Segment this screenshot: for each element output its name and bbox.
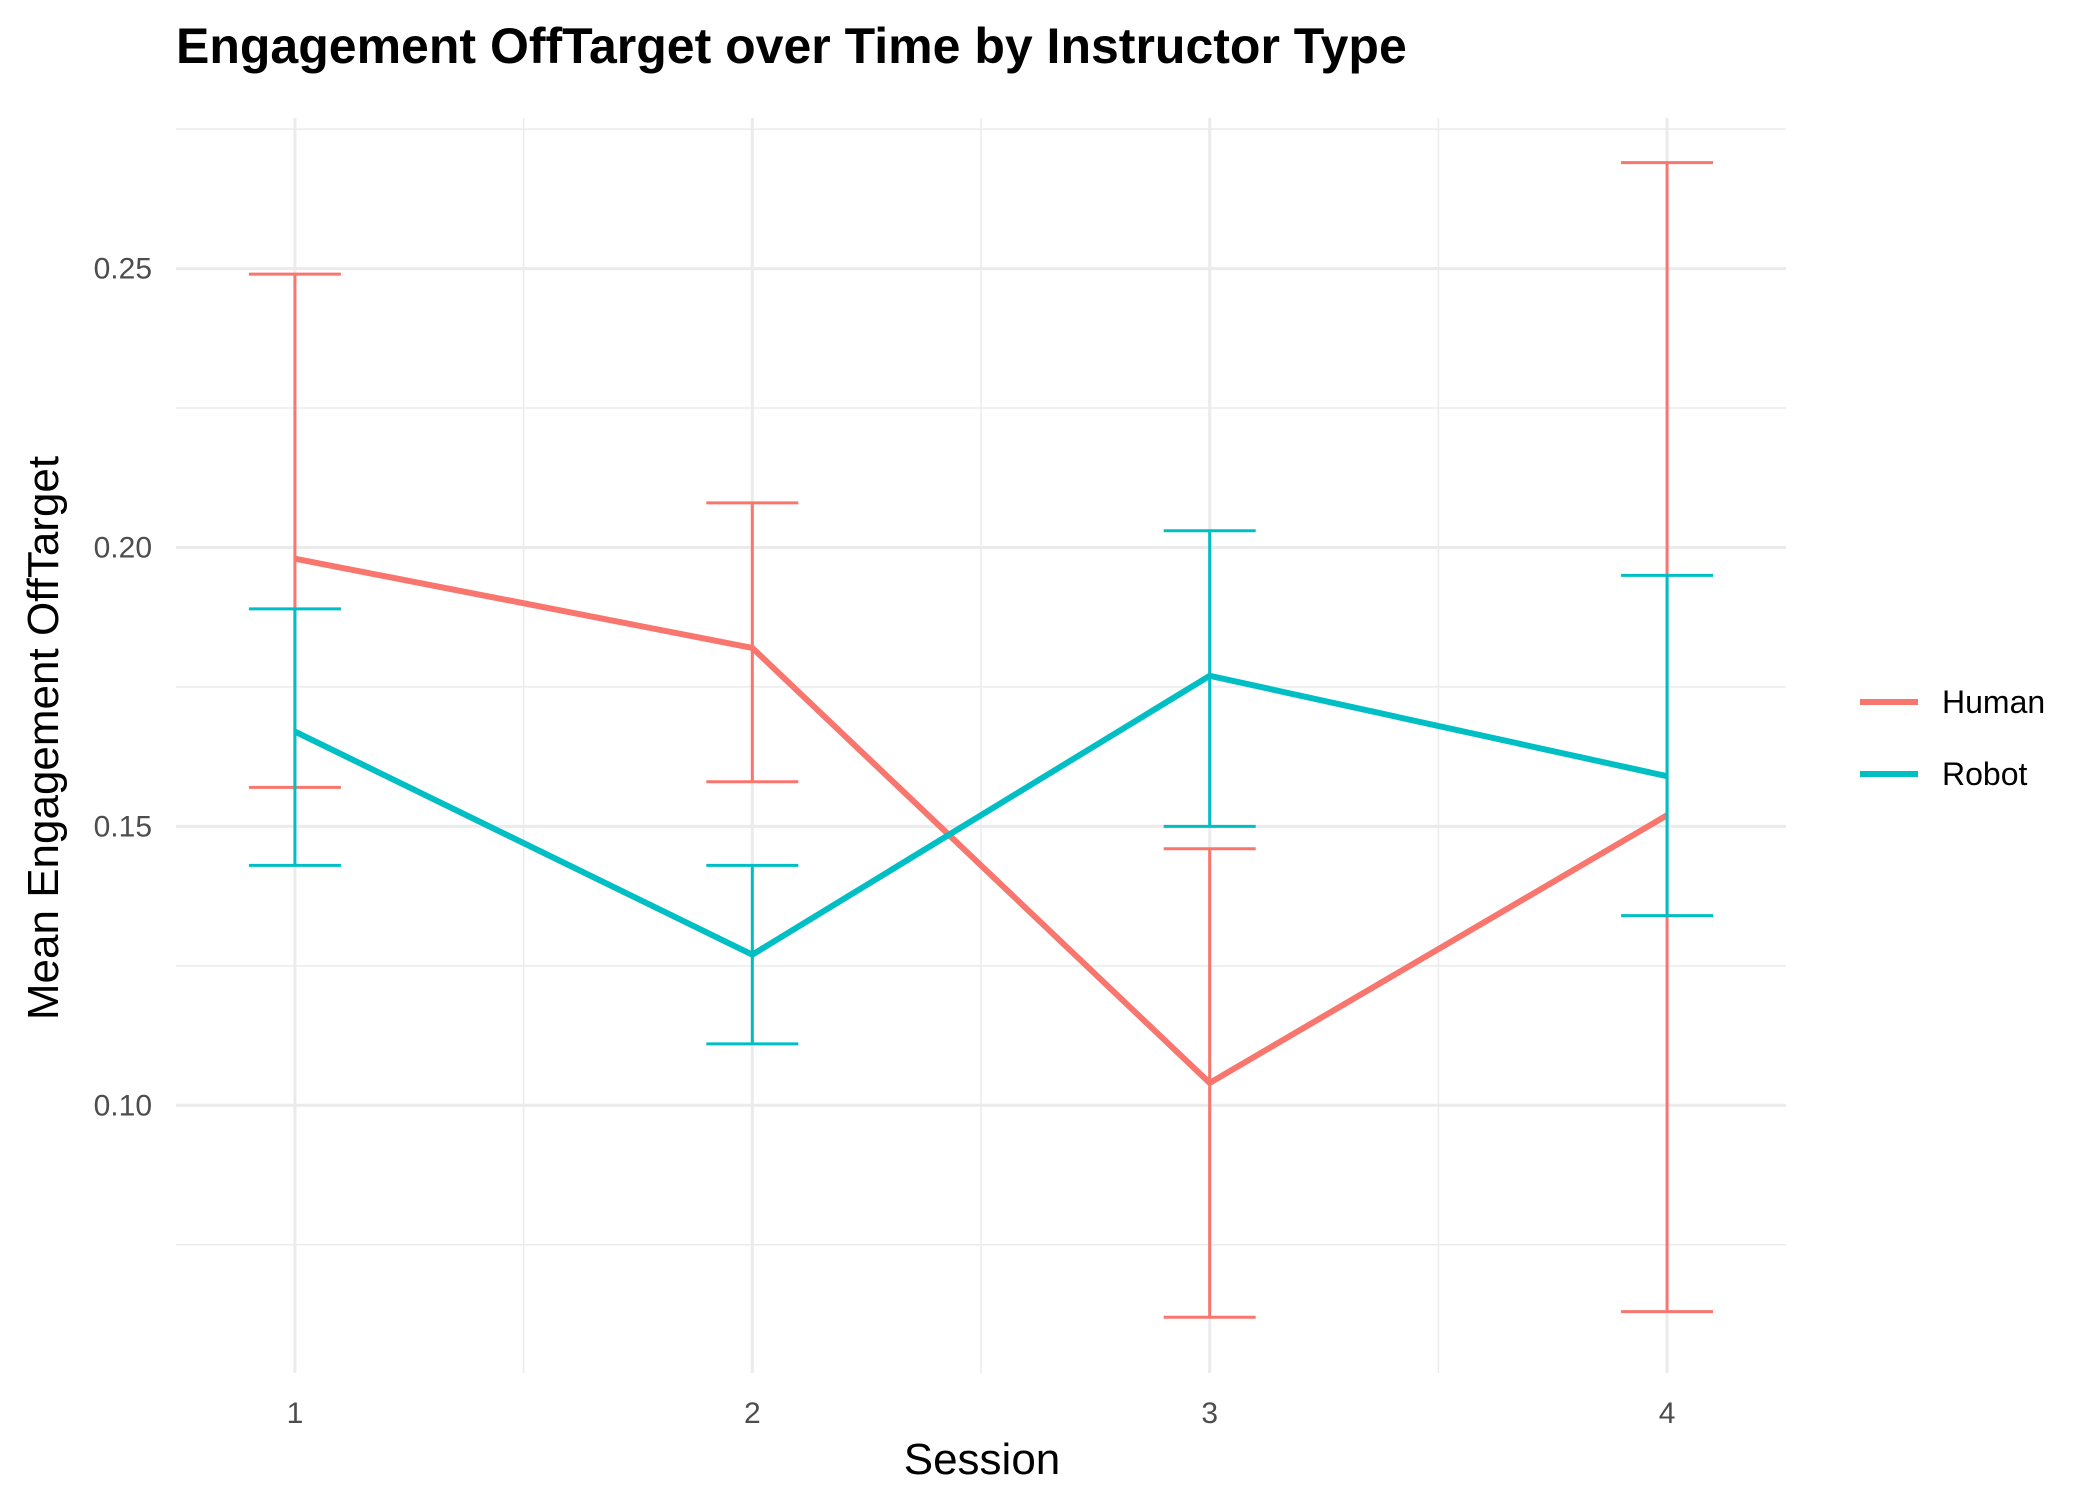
x-tick-label: 3: [1201, 1397, 1218, 1430]
grid: [176, 118, 1786, 1373]
y-axis-ticks: 0.10 0.15 0.20 0.25: [94, 253, 152, 1123]
y-tick-label: 0.20: [94, 531, 152, 564]
x-tick-label: 4: [1659, 1397, 1676, 1430]
series: [248, 161, 1714, 1319]
y-axis-title: Mean Engagement OffTarget: [19, 456, 68, 1020]
legend-label: Human: [1942, 684, 2045, 720]
legend-label: Robot: [1942, 756, 2028, 792]
y-tick-label: 0.15: [94, 810, 152, 843]
x-tick-label: 2: [744, 1397, 761, 1430]
y-tick-label: 0.10: [94, 1089, 152, 1122]
x-axis-title: Session: [904, 1435, 1061, 1484]
legend: Human Robot: [1860, 684, 2045, 792]
y-tick-label: 0.25: [94, 253, 152, 286]
legend-item-robot: Robot: [1860, 756, 2028, 792]
legend-item-human: Human: [1860, 684, 2045, 720]
series-line: [294, 555, 1669, 1086]
series-line: [293, 672, 1668, 958]
x-tick-label: 1: [287, 1397, 304, 1430]
chart-title: Engagement OffTarget over Time by Instru…: [176, 18, 1407, 74]
x-axis-ticks: 1 2 3 4: [287, 1397, 1676, 1430]
series-robot: [248, 529, 1714, 1046]
